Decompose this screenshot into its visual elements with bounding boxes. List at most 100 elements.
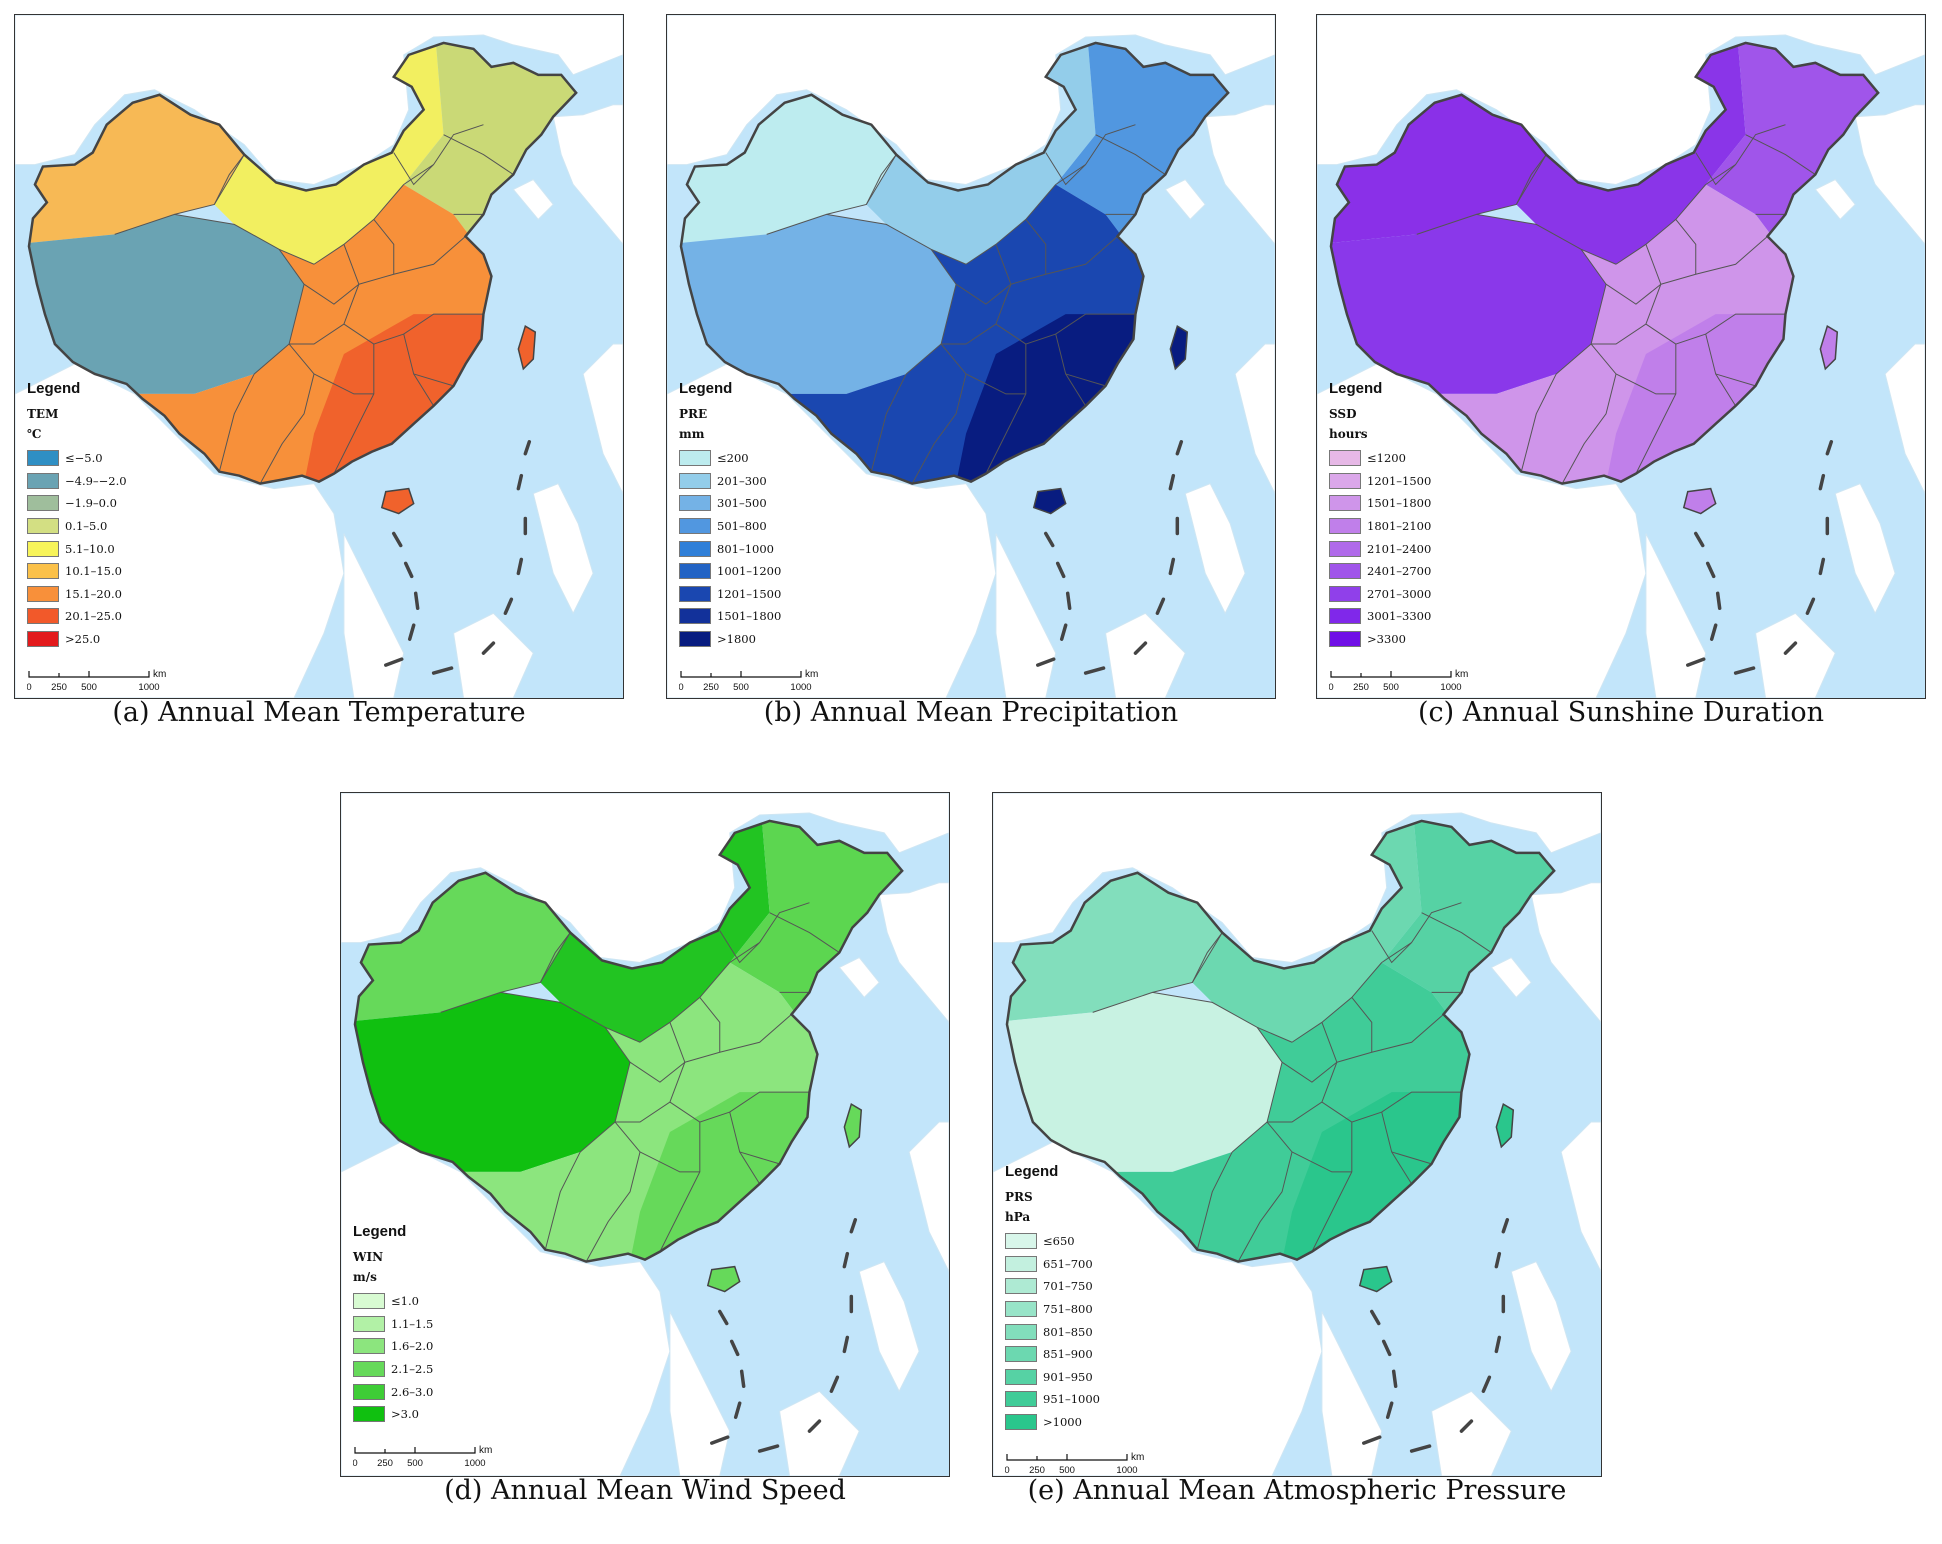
scale-unit: km bbox=[1131, 1452, 1144, 1463]
caption-wind-speed: (d) Annual Mean Wind Speed bbox=[444, 1475, 846, 1506]
legend-title: Legend bbox=[27, 380, 81, 397]
caption-sunshine: (c) Annual Sunshine Duration bbox=[1417, 697, 1825, 728]
map-legend: Legend PRE mm ≤200 201–300 301–500 501–800 801–… bbox=[679, 380, 781, 650]
legend-item: 1801–2100 bbox=[1329, 515, 1431, 538]
legend-label: 1001–1200 bbox=[717, 564, 782, 579]
legend-item: 5.1–10.0 bbox=[27, 537, 127, 560]
china-outline bbox=[679, 41, 1230, 485]
boundary-dash bbox=[1709, 623, 1718, 641]
province-border bbox=[443, 134, 514, 175]
province-border bbox=[739, 1151, 780, 1165]
boundary-dash bbox=[1805, 597, 1816, 615]
china-outline bbox=[27, 41, 578, 485]
legend-item: 2401–2700 bbox=[1329, 560, 1431, 583]
legend-label: 301–500 bbox=[717, 496, 767, 511]
boundary-dash bbox=[1133, 641, 1148, 655]
legend-variable: PRS bbox=[1005, 1190, 1033, 1204]
legend-item: 651–700 bbox=[1005, 1253, 1100, 1276]
legend-swatch bbox=[1329, 631, 1361, 648]
boundary-dash bbox=[1481, 1375, 1492, 1393]
legend-item: ≤200 bbox=[679, 447, 781, 470]
neighbor-land bbox=[1431, 1390, 1512, 1476]
neighbor-land bbox=[1530, 882, 1601, 1024]
boundary-dash bbox=[481, 641, 496, 655]
boundary-dash bbox=[516, 473, 524, 491]
region-tibet bbox=[680, 214, 957, 394]
boundary-dash bbox=[729, 1339, 740, 1357]
legend-label: 2.1–2.5 bbox=[391, 1362, 434, 1377]
legend-swatch bbox=[27, 450, 59, 467]
province-border bbox=[174, 213, 315, 265]
legend-item: 1501–1800 bbox=[1329, 492, 1431, 515]
legend-swatch bbox=[1329, 472, 1361, 489]
legend-swatch bbox=[679, 472, 711, 489]
boundary-dash bbox=[516, 557, 524, 576]
legend-item: >1000 bbox=[1005, 1411, 1100, 1434]
scale-tick-label: 250 bbox=[1353, 682, 1369, 693]
scale-bar: 0 250 500 1000 km bbox=[353, 1441, 513, 1469]
legend-swatch bbox=[1005, 1233, 1037, 1250]
boundary-dash bbox=[1168, 557, 1176, 576]
province-border bbox=[1381, 1111, 1413, 1185]
province-border bbox=[729, 902, 810, 963]
legend-label: >25.0 bbox=[65, 632, 101, 647]
legend-item: 2101–2400 bbox=[1329, 537, 1431, 560]
neighbor-land bbox=[993, 1141, 1323, 1476]
neighbor-land bbox=[512, 178, 554, 221]
legend-label: 2101–2400 bbox=[1367, 541, 1432, 556]
map-panel-temperature: Legend TEM ℃ ≤−5.0 −4.9–−2.0 −1.9–0.0 0.1–5.0 5… bbox=[14, 14, 624, 699]
province-border bbox=[1237, 1121, 1293, 1262]
province-border bbox=[1371, 930, 1412, 964]
legend-swatch bbox=[679, 585, 711, 602]
neighbor-land bbox=[1317, 363, 1647, 698]
legend-label: 1501–1800 bbox=[1367, 496, 1432, 511]
legend-variable: WIN bbox=[353, 1250, 384, 1264]
legend-label: 1201–1500 bbox=[1367, 473, 1432, 488]
boundary-dash bbox=[1494, 1335, 1502, 1354]
neighbor-land bbox=[858, 1260, 920, 1393]
legend-label: 1801–2100 bbox=[1367, 519, 1432, 534]
legend-swatch bbox=[1329, 585, 1361, 602]
hainan-island bbox=[1032, 487, 1067, 515]
map-legend: Legend PRS hPa ≤650 651–700 701–750 751–800 801… bbox=[1005, 1163, 1100, 1433]
legend-swatch bbox=[353, 1383, 385, 1400]
legend-unit: ℃ bbox=[27, 427, 42, 441]
legend-item: ≤−5.0 bbox=[27, 447, 127, 470]
legend-swatch bbox=[27, 608, 59, 625]
legend-swatch bbox=[1329, 540, 1361, 557]
province-border bbox=[1421, 912, 1492, 953]
province-border bbox=[1191, 932, 1223, 983]
scale-tick-label: 0 bbox=[353, 1458, 358, 1469]
legend-unit: hours bbox=[1329, 427, 1368, 441]
province-border bbox=[413, 373, 454, 387]
province-border bbox=[615, 1022, 686, 1123]
scale-unit: km bbox=[1455, 669, 1468, 680]
province-border bbox=[639, 1151, 700, 1173]
legend-swatch bbox=[679, 563, 711, 580]
province-border bbox=[769, 912, 840, 953]
boundary-dash bbox=[1381, 1339, 1392, 1357]
legend-label: 701–750 bbox=[1043, 1279, 1093, 1294]
boundary-dash bbox=[1705, 561, 1716, 579]
province-border bbox=[1055, 124, 1136, 185]
hainan-island bbox=[1358, 1265, 1393, 1293]
legend-swatch bbox=[679, 495, 711, 512]
boundary-dash bbox=[1715, 591, 1722, 611]
legend-item: 2.6–3.0 bbox=[353, 1380, 433, 1403]
province-border bbox=[1196, 1151, 1233, 1250]
province-border bbox=[965, 184, 1057, 265]
scale-tick-label: 1000 bbox=[1116, 1465, 1137, 1476]
region-tibet bbox=[1330, 214, 1607, 394]
province-border bbox=[358, 235, 466, 285]
region-tibet bbox=[354, 992, 631, 1172]
province-border bbox=[639, 962, 731, 1043]
legend-title: Legend bbox=[1005, 1163, 1059, 1180]
legend-swatch bbox=[1005, 1255, 1037, 1272]
legend-label: 15.1–20.0 bbox=[65, 586, 122, 601]
boundary-dash bbox=[1818, 473, 1826, 491]
province-border bbox=[1311, 1122, 1353, 1252]
scale-tick-label: 0 bbox=[27, 682, 32, 693]
province-border bbox=[955, 283, 1012, 305]
neighbor-land bbox=[343, 533, 405, 698]
scale-tick-label: 1000 bbox=[138, 682, 159, 693]
